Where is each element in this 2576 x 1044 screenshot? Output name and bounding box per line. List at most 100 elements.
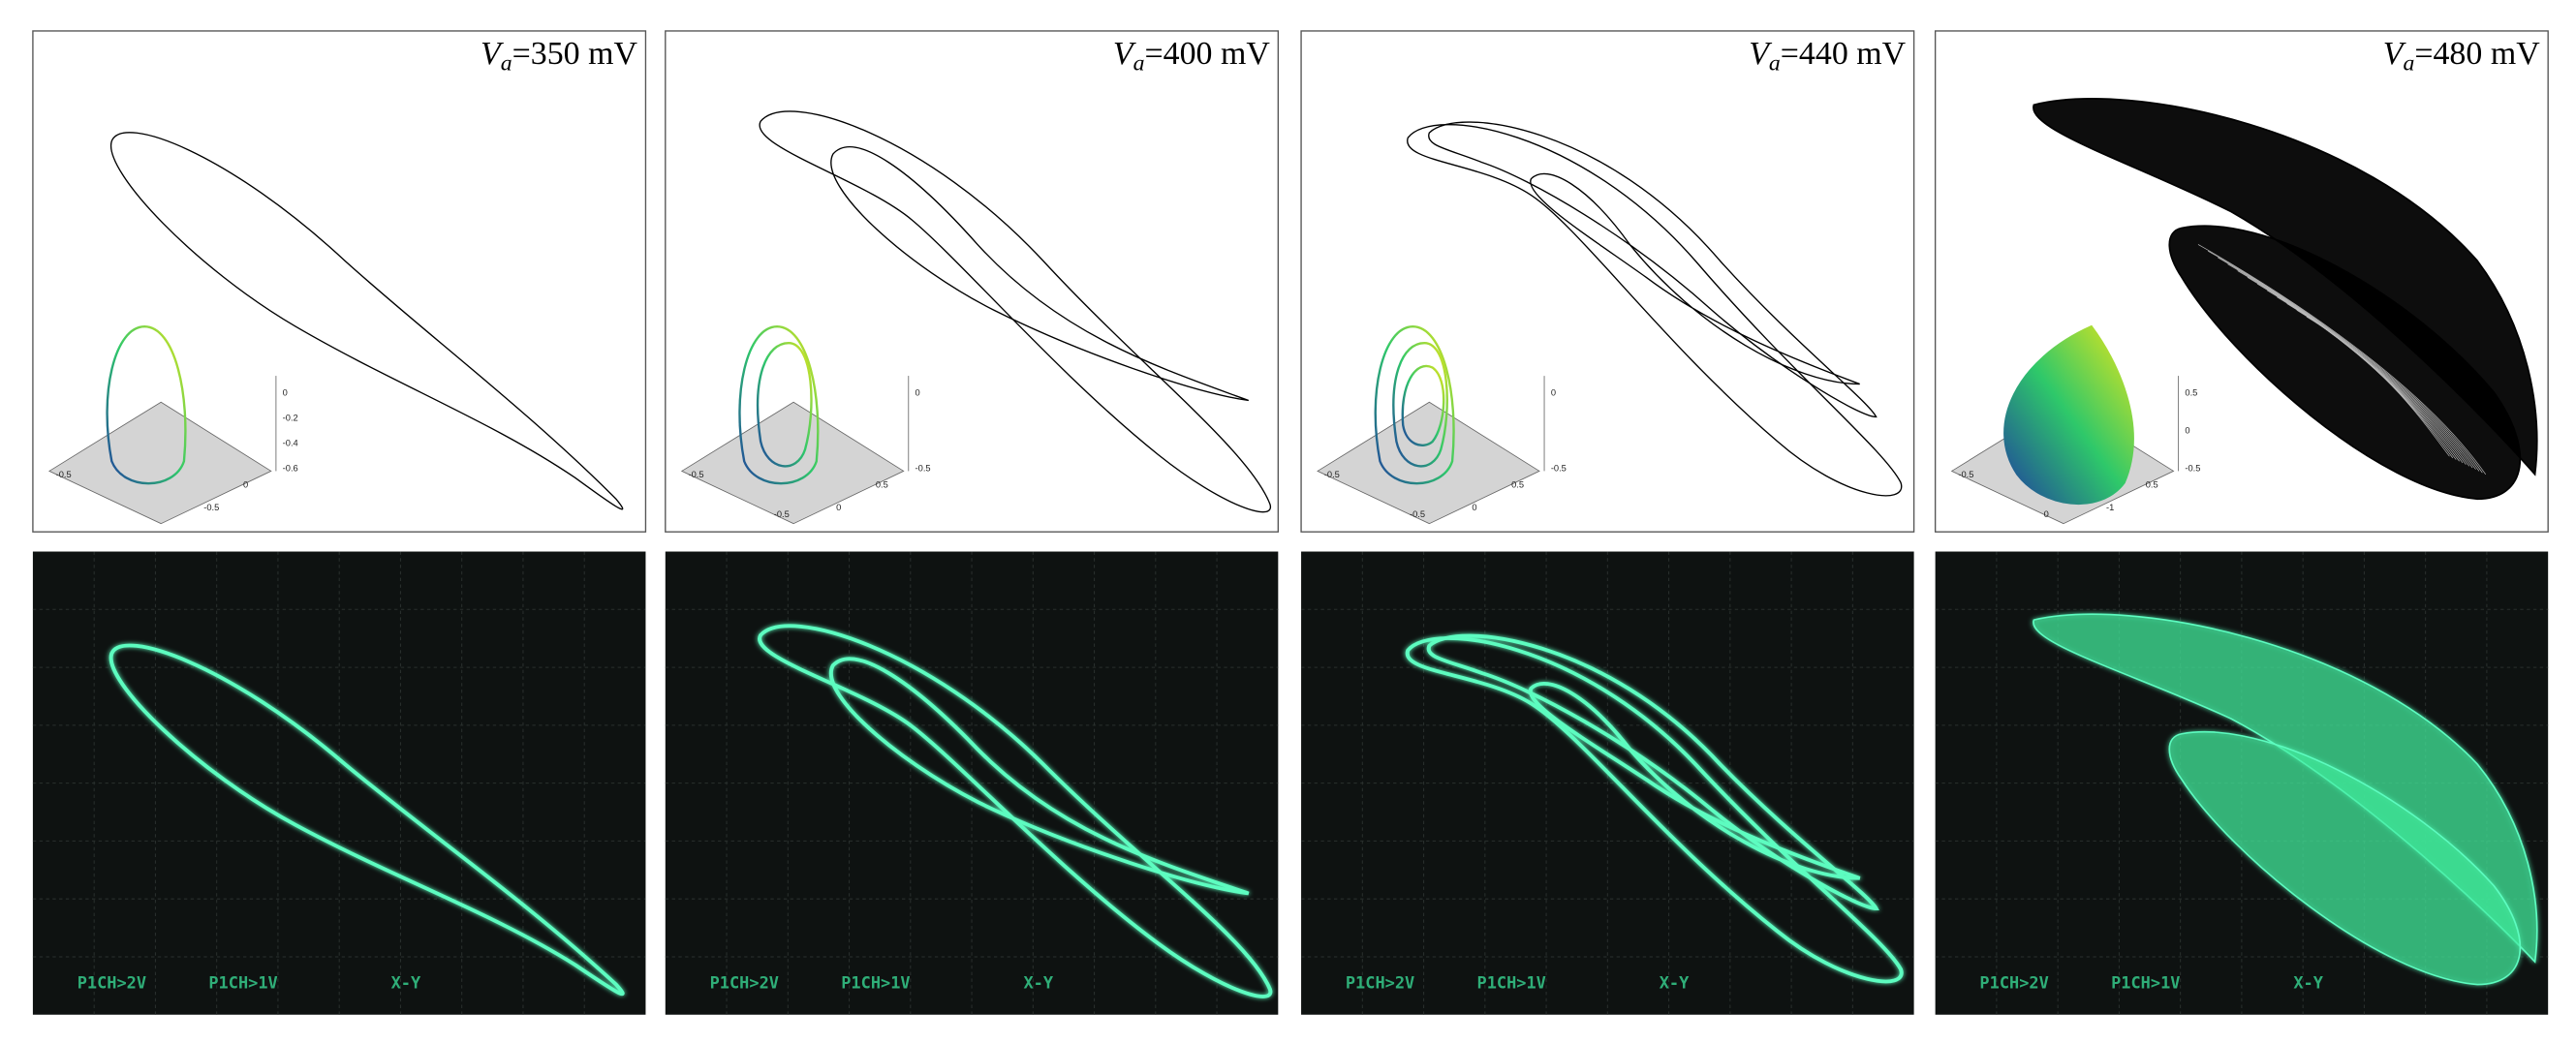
sim-panel: Va=480 mV 0.5 0 -0.5 -0.5 0.5 -1 0 <box>1934 30 2549 533</box>
panel-label: Va=400 mV <box>1113 36 1270 77</box>
inset-3d: 0 -0.5 -0.5 0.5 0 -0.5 <box>1317 325 1567 525</box>
inset-axis-label: -0.5 <box>774 509 790 519</box>
inset-curve <box>738 325 820 485</box>
inset-tick-label: -0.5 <box>1551 463 1567 473</box>
inset-curve <box>757 341 813 468</box>
inset-axis-label: 0 <box>2044 509 2049 519</box>
inset-curve <box>1401 364 1445 446</box>
scope-label: P1CH>2V <box>710 973 779 993</box>
attractor-curve <box>2168 225 2522 501</box>
scope-trace <box>109 643 625 996</box>
attractor-curve <box>1530 172 1860 385</box>
inset-axis-label: 0 <box>1472 503 1476 512</box>
attractor-strand <box>2237 270 2473 469</box>
sim-panel: Va=440 mV 0 -0.5 -0.5 0.5 0 -0.5 <box>1300 30 1915 533</box>
inset-axis-label: -0.5 <box>56 470 72 479</box>
label-symbol: V <box>1113 36 1136 72</box>
inset-tick-label: 0 <box>916 387 920 397</box>
inset-plane <box>1317 401 1540 525</box>
inset-axis-label: -0.5 <box>689 470 704 479</box>
label-subscript: a <box>501 51 512 77</box>
panel-label: Va=440 mV <box>1749 36 1906 77</box>
scope-label: P1CH>1V <box>208 973 277 993</box>
scope-curve <box>758 624 1273 998</box>
scope-panel: P1CH>2V P1CH>1V X-Y <box>1935 551 2549 1015</box>
inset-tick-label: -0.4 <box>283 438 298 447</box>
inset-tick-label: 0.5 <box>2185 387 2197 397</box>
attractor-strand <box>2227 263 2476 470</box>
inset-axis-label: -0.5 <box>203 503 219 512</box>
scope-panel: P1CH>2V P1CH>1V X-Y <box>665 551 1279 1015</box>
label-symbol: V <box>481 36 504 72</box>
scope-trace <box>2033 613 2538 986</box>
scope-curve <box>109 643 625 996</box>
inset-curve <box>1392 341 1448 468</box>
label-value: =480 mV <box>2414 36 2540 72</box>
scope-panel: P1CH>2V P1CH>1V X-Y <box>32 551 646 1015</box>
attractor-curve <box>2033 98 2538 476</box>
inset-curve <box>1374 325 1455 485</box>
inset-plane <box>47 401 272 525</box>
scope-curve <box>1426 633 1879 911</box>
scope-label: P1CH>1V <box>841 973 910 993</box>
inset-tick-label: 0 <box>1551 387 1556 397</box>
sim-panel: Va=400 mV 0 -0.5 -0.5 0.5 0 -0.5 <box>665 30 1280 533</box>
inset-3d: 0.5 0 -0.5 -0.5 0.5 -1 0 <box>1950 324 2200 525</box>
scope-panel: P1CH>2V P1CH>1V X-Y <box>1301 551 1914 1015</box>
scope-label: X-Y <box>1023 973 1053 993</box>
panel-label: Va=350 mV <box>481 36 637 77</box>
inset-curve <box>106 325 187 485</box>
scope-curve <box>828 657 1250 896</box>
inset-axis-label: -0.5 <box>1958 470 1973 479</box>
inset-3d: 0 -0.5 -0.5 0.5 0 -0.5 <box>680 325 931 525</box>
scope-curve <box>2168 731 2522 986</box>
attractor-curve <box>830 146 1250 402</box>
label-subscript: a <box>1133 51 1145 77</box>
inset-axis-label: 0.5 <box>2146 479 2158 489</box>
scope-trace <box>758 624 1273 998</box>
scope-trace <box>1405 633 1904 984</box>
attractor-curve <box>1407 123 1903 497</box>
scope-label: X-Y <box>2293 973 2323 993</box>
inset-tick-label: -0.6 <box>283 463 298 473</box>
scope-label: P1CH>1V <box>2111 973 2180 993</box>
inset-axis-label: 0.5 <box>1511 479 1524 489</box>
label-symbol: V <box>2383 36 2406 72</box>
label-value: =350 mV <box>512 36 638 72</box>
inset-plane <box>680 401 905 525</box>
attractor-curve <box>1428 121 1878 418</box>
attractor-curve <box>759 110 1272 513</box>
scope-label: X-Y <box>1660 973 1690 993</box>
sim-panel: Va=350 mV 0 -0.2 -0.4 -0.6 -0.5 0 -0.5 <box>32 30 647 533</box>
panel-label: Va=480 mV <box>2383 36 2540 77</box>
label-symbol: V <box>1749 36 1772 72</box>
label-value: =400 mV <box>1145 36 1271 72</box>
inset-axis-label: 0 <box>836 503 841 512</box>
attractor-strand <box>2197 244 2487 476</box>
inset-tick-label: -0.5 <box>2185 463 2200 473</box>
inset-axis-label: -1 <box>2106 503 2114 512</box>
inset-tick-label: -0.2 <box>283 413 298 422</box>
inset-3d: 0 -0.2 -0.4 -0.6 -0.5 0 -0.5 <box>47 325 298 525</box>
attractor-strand <box>2218 257 2480 472</box>
inset-tick-label: -0.5 <box>916 463 931 473</box>
scope-label: X-Y <box>391 973 421 993</box>
scope-curve <box>1405 636 1904 984</box>
inset-tick-label: 0 <box>283 387 288 397</box>
label-value: =440 mV <box>1781 36 1907 72</box>
label-subscript: a <box>2403 51 2414 77</box>
inset-tick-label: 0 <box>2185 425 2189 435</box>
scope-label: P1CH>2V <box>1346 973 1414 993</box>
attractor-strand <box>2207 250 2483 474</box>
inset-axis-label: 0.5 <box>876 479 888 489</box>
scope-label: P1CH>1V <box>1477 973 1546 993</box>
attractor-curve <box>109 132 624 510</box>
scope-label: P1CH>2V <box>78 973 146 993</box>
scope-curve <box>1528 682 1861 880</box>
inset-axis-label: -0.5 <box>1324 470 1340 479</box>
scope-label: P1CH>2V <box>1979 973 2048 993</box>
inset-curve <box>2003 324 2134 506</box>
label-subscript: a <box>1769 51 1781 77</box>
